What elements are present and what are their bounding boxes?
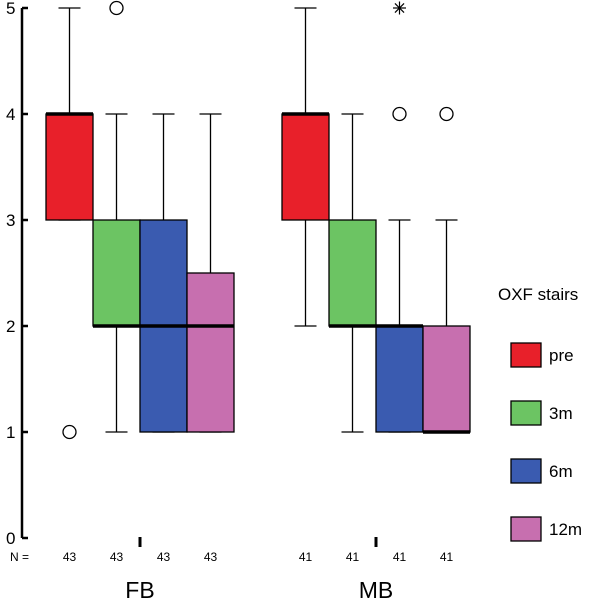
box-mb-3m	[328, 219, 377, 327]
legend-swatch-6m	[510, 458, 542, 484]
group-label-mb: MB	[359, 577, 394, 603]
box-mb-6m	[375, 325, 424, 433]
box-mb-6m-extreme-0	[393, 1, 406, 15]
box-mb-6m-outlier-0	[392, 106, 407, 122]
legend-label-12m: 12m	[549, 520, 582, 539]
y-axis: 0 1 2 3 4 5	[6, 0, 28, 548]
y-tick-label-4: 4	[6, 105, 15, 124]
box-fb-6m-n-label: 43	[157, 550, 171, 564]
box-fb-pre	[45, 113, 94, 221]
box-fb-12m-n-label: 43	[204, 550, 218, 564]
box-mb-3m-n-label: 41	[346, 550, 360, 564]
group-label-fb: FB	[125, 577, 154, 603]
legend-label-3m: 3m	[549, 404, 573, 423]
y-tick-label-0: 0	[6, 529, 15, 548]
box-fb-3m-n-label: 43	[110, 550, 124, 564]
plot-area	[45, 0, 471, 440]
box-mb-12m-outlier-0	[439, 106, 454, 122]
box-fb-pre-outlier-0	[62, 424, 77, 440]
box-mb-pre-n-label: 41	[299, 550, 313, 564]
box-mb-12m	[422, 325, 471, 433]
legend: OXF stairs pre 3m 6m 12m	[498, 285, 582, 542]
y-tick-label-5: 5	[6, 0, 15, 18]
legend-label-6m: 6m	[549, 462, 573, 481]
box-fb-3m-outlier-0	[109, 0, 124, 16]
legend-title: OXF stairs	[498, 285, 578, 304]
n-prefix-label: N =	[10, 550, 29, 564]
y-tick-label-1: 1	[6, 423, 15, 442]
legend-label-pre: pre	[549, 346, 574, 365]
legend-swatch-3m	[510, 400, 542, 426]
box-mb-pre	[281, 113, 330, 221]
y-tick-label-2: 2	[6, 317, 15, 336]
box-mb-12m-n-label: 41	[440, 550, 454, 564]
legend-swatch-12m	[510, 516, 542, 542]
box-fb-pre-n-label: 43	[63, 550, 77, 564]
legend-swatch-pre	[510, 342, 542, 368]
box-fb-3m	[92, 219, 141, 327]
box-mb-6m-n-label: 41	[393, 550, 407, 564]
y-tick-label-3: 3	[6, 211, 15, 230]
box-fb-12m	[186, 272, 235, 433]
